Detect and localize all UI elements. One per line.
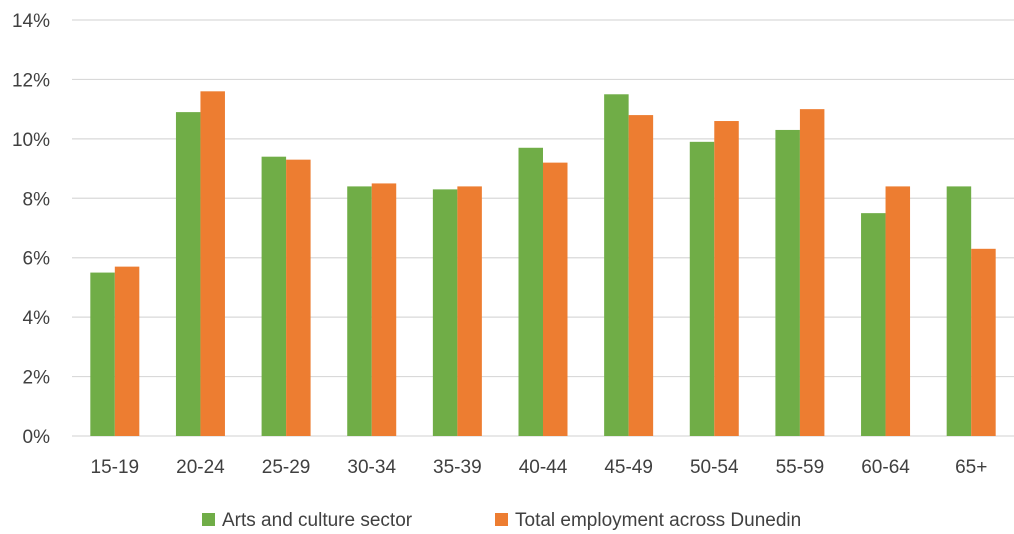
legend-swatch-arts-culture: [202, 513, 215, 526]
bar-total-employment: [628, 115, 654, 436]
x-tick-label: 50-54: [690, 457, 739, 478]
y-tick-label: 4%: [23, 308, 51, 329]
y-tick-label: 12%: [12, 70, 50, 91]
x-tick-label: 40-44: [519, 457, 568, 478]
bar-total-employment: [114, 266, 140, 436]
bar-arts-culture: [261, 156, 287, 436]
y-tick-label: 0%: [23, 427, 51, 448]
y-tick-label: 8%: [23, 189, 51, 210]
y-axis-tick-labels: 0% 2% 4% 6% 8% 10% 12% 14%: [12, 11, 50, 448]
legend-swatch-total-employment: [495, 513, 508, 526]
bar-arts-culture: [432, 189, 458, 436]
bar-arts-culture: [775, 129, 800, 436]
bar-arts-culture: [689, 141, 715, 437]
bar-arts-culture: [604, 94, 629, 437]
bar-arts-culture: [347, 186, 372, 436]
bars: [90, 91, 996, 437]
x-tick-label: 20-24: [176, 457, 225, 478]
x-tick-label: 55-59: [776, 457, 825, 478]
bar-arts-culture: [90, 272, 115, 436]
y-tick-label: 6%: [23, 249, 51, 270]
x-tick-label: 15-19: [91, 457, 140, 478]
bar-arts-culture: [518, 147, 543, 436]
bar-total-employment: [885, 186, 911, 436]
bar-total-employment: [286, 159, 311, 436]
bar-total-employment: [457, 186, 482, 436]
y-tick-label: 2%: [23, 368, 51, 389]
x-tick-label: 30-34: [347, 457, 396, 478]
legend: Arts and culture sector Total employment …: [202, 510, 801, 531]
x-axis-tick-labels: 15-19 20-24 25-29 30-34 35-39 40-44 45-49 50-54…: [91, 457, 988, 478]
legend-label: Arts and culture sector: [222, 510, 413, 531]
bar-total-employment: [543, 162, 568, 436]
bar-arts-culture: [861, 213, 886, 436]
x-tick-label: 35-39: [433, 457, 482, 478]
x-tick-label: 45-49: [604, 457, 653, 478]
bar-total-employment: [714, 121, 739, 437]
y-tick-label: 10%: [12, 130, 50, 151]
bar-total-employment: [971, 248, 996, 436]
x-tick-label: 60-64: [861, 457, 910, 478]
bar-arts-culture: [175, 112, 201, 436]
bar-total-employment: [371, 183, 397, 436]
bar-arts-culture: [946, 186, 972, 436]
bar-total-employment: [200, 91, 225, 437]
legend-label: Total employment across Dunedin: [515, 510, 801, 531]
x-tick-label: 65+: [955, 457, 987, 478]
y-tick-label: 14%: [12, 11, 50, 32]
x-tick-label: 25-29: [262, 457, 311, 478]
bar-total-employment: [799, 109, 825, 437]
